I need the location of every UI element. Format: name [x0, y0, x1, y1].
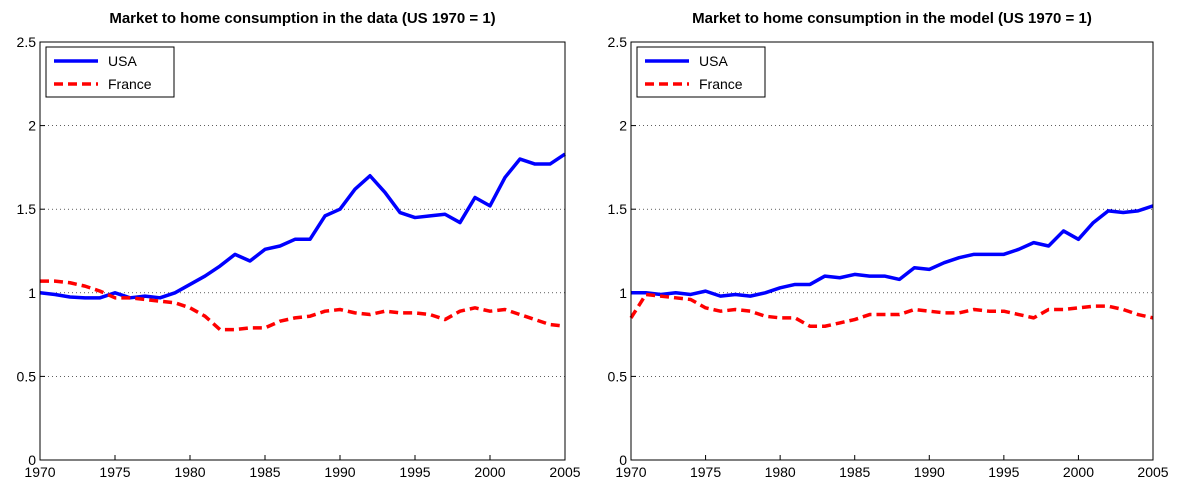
y-tick-label: 0 [619, 452, 627, 468]
y-tick-label: 2 [619, 118, 627, 134]
legend-box [636, 46, 766, 98]
data-line [40, 279, 566, 332]
x-tick-label: 2005 [1137, 464, 1168, 480]
x-tick-label: 1985 [249, 464, 280, 480]
x-tick-label: 1985 [839, 464, 870, 480]
x-tick-label: 1975 [690, 464, 721, 480]
legend-label: France [108, 76, 152, 92]
legend-label: USA [699, 53, 728, 69]
y-tick-label: 1.5 [17, 201, 37, 217]
x-tick-label: 1995 [399, 464, 430, 480]
y-tick-label: 1 [28, 285, 36, 301]
chart-title: Market to home consumption in the data (… [109, 10, 495, 27]
x-tick-label: 1980 [765, 464, 796, 480]
y-tick-label: 1.5 [608, 201, 628, 217]
y-tick-label: 2.5 [17, 34, 37, 50]
x-tick-label: 1990 [914, 464, 945, 480]
plot-area [40, 42, 565, 460]
legend-label: USA [108, 53, 137, 69]
plot-area [631, 42, 1153, 460]
x-tick-label: 2005 [549, 464, 580, 480]
data-line [631, 204, 1154, 298]
y-tick-label: 2.5 [608, 34, 628, 50]
y-tick-label: 0.5 [17, 368, 37, 384]
plot-frame [630, 41, 1154, 461]
y-tick-label: 0 [28, 452, 36, 468]
x-tick-label: 2000 [1063, 464, 1094, 480]
x-tick-label: 1975 [99, 464, 130, 480]
x-tick-label: 1990 [324, 464, 355, 480]
y-tick-label: 2 [28, 118, 36, 134]
x-tick-label: 1970 [24, 464, 55, 480]
plot-frame [39, 41, 566, 461]
x-tick-label: 2000 [474, 464, 505, 480]
data-line [629, 292, 1154, 328]
x-tick-label: 1995 [988, 464, 1019, 480]
chart-title: Market to home consumption in the model … [692, 10, 1092, 27]
legend-label: France [699, 76, 743, 92]
x-tick-label: 1980 [174, 464, 205, 480]
y-tick-label: 0.5 [608, 368, 628, 384]
legend-box [45, 46, 175, 98]
y-tick-label: 1 [619, 285, 627, 301]
x-tick-label: 1970 [615, 464, 646, 480]
